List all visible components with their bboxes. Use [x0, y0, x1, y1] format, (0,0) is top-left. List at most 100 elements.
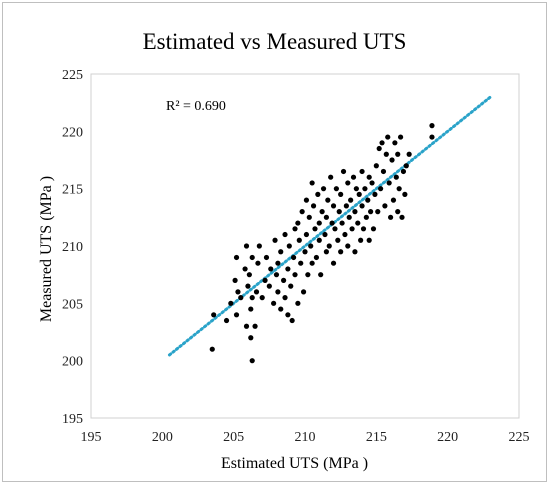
data-point: [397, 134, 404, 140]
data-point: [378, 186, 384, 192]
data-point: [305, 272, 311, 278]
data-point: [346, 214, 352, 220]
plot-area: [90, 73, 520, 419]
data-point: [243, 243, 250, 249]
chart-title: Estimated vs Measured UTS: [142, 29, 407, 54]
data-point: [238, 295, 244, 301]
data-point: [358, 237, 364, 243]
data-point: [363, 214, 369, 220]
data-point: [289, 317, 295, 324]
data-point: [249, 254, 255, 261]
data-point: [292, 272, 298, 278]
trendline-group: [167, 95, 492, 357]
data-point: [402, 191, 408, 197]
data-point: [243, 323, 250, 329]
data-point: [281, 277, 287, 283]
data-points: [209, 123, 435, 364]
y-axis-ticks: 195 200 205 210 215 220 225: [62, 68, 83, 427]
data-point: [340, 168, 347, 175]
data-point: [323, 249, 329, 255]
x-tick-label: 200: [152, 430, 173, 445]
data-point: [316, 237, 322, 243]
data-point: [318, 272, 324, 278]
data-point: [379, 140, 385, 146]
data-point: [310, 203, 317, 209]
data-point: [395, 151, 401, 157]
data-point: [282, 231, 288, 238]
data-point: [338, 191, 344, 197]
data-point: [320, 186, 327, 192]
data-point: [345, 180, 351, 186]
data-point: [242, 266, 248, 272]
data-point: [211, 312, 217, 318]
data-point: [393, 174, 399, 180]
data-point: [263, 254, 270, 261]
x-axis-ticks: 195 200 205 210 215 220 225: [81, 430, 530, 445]
y-tick-label: 205: [62, 297, 83, 312]
y-tick-label: 195: [62, 412, 83, 427]
data-point: [383, 151, 389, 157]
x-tick-label: 220: [437, 430, 458, 445]
data-point: [406, 151, 412, 157]
data-point: [271, 300, 277, 306]
data-point: [366, 237, 372, 243]
data-point: [313, 254, 320, 261]
data-point: [342, 231, 348, 238]
data-point: [325, 197, 331, 203]
data-point: [309, 180, 315, 186]
data-point: [315, 191, 321, 197]
data-point: [359, 168, 365, 175]
data-point: [388, 214, 394, 220]
data-point: [355, 220, 361, 226]
data-point: [366, 174, 372, 180]
data-point: [253, 289, 260, 295]
data-point: [235, 289, 241, 295]
data-point: [352, 249, 358, 255]
data-point: [395, 209, 401, 215]
data-point: [248, 306, 254, 312]
data-point: [360, 226, 367, 232]
data-point: [333, 186, 339, 192]
data-point: [275, 260, 281, 266]
data-point: [375, 209, 381, 215]
data-point: [348, 197, 354, 203]
data-point: [338, 249, 344, 255]
data-point: [278, 306, 284, 312]
data-point: [268, 266, 274, 272]
data-point: [389, 157, 395, 163]
data-point: [256, 243, 262, 249]
data-point: [396, 186, 402, 192]
data-point: [298, 260, 304, 266]
data-point: [330, 260, 337, 266]
data-point: [245, 283, 251, 289]
data-point: [262, 277, 268, 283]
data-point: [246, 272, 252, 278]
data-point: [308, 243, 314, 249]
data-point: [290, 254, 297, 261]
data-point: [403, 163, 409, 169]
data-point: [376, 145, 382, 152]
data-point: [400, 168, 407, 175]
data-point: [322, 231, 328, 238]
data-point: [275, 289, 281, 295]
data-point: [209, 346, 215, 352]
data-point: [368, 209, 374, 215]
data-point: [369, 180, 375, 186]
data-point: [370, 226, 377, 232]
data-point: [296, 237, 302, 243]
data-point: [362, 186, 368, 192]
x-tick-label: 210: [295, 430, 316, 445]
data-point: [316, 220, 322, 226]
x-tick-label: 225: [509, 430, 530, 445]
data-point: [309, 260, 315, 266]
data-point: [278, 249, 284, 255]
data-point: [399, 214, 405, 220]
data-point: [326, 243, 332, 249]
data-point: [323, 214, 329, 220]
data-point: [282, 295, 288, 301]
data-point: [353, 186, 359, 192]
y-tick-label: 220: [62, 125, 83, 140]
data-point: [345, 243, 351, 249]
data-point: [266, 283, 272, 289]
